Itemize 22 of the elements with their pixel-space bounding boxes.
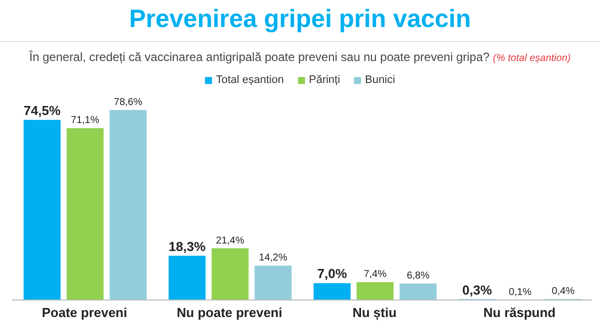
chart-subtitle: În general, credeți că vaccinarea antigripală poate preveni sau nu poate preveni gripa? xyxy=(29,50,490,64)
data-label: 7,4% xyxy=(364,269,387,280)
data-label: 7,0% xyxy=(317,266,348,282)
chart-title: Prevenirea gripei prin vaccin xyxy=(128,5,472,35)
x-tick-label: Nu poate preveni xyxy=(176,305,282,320)
data-label: 74,5% xyxy=(24,102,61,118)
legend-label: Bunici xyxy=(364,74,396,86)
data-label: 71,1% xyxy=(70,115,100,126)
data-label: 0,1% xyxy=(508,286,532,298)
x-tick-label: Nu răspund xyxy=(483,305,556,320)
data-label: 18,3% xyxy=(168,238,206,254)
legend-label: Părinți xyxy=(308,74,340,86)
data-label: 21,4% xyxy=(216,235,244,246)
data-label: 78,6% xyxy=(114,97,142,108)
x-tick-label: Poate preveni xyxy=(42,305,128,320)
legend-label: Total eșantion xyxy=(214,74,284,86)
x-tick-label: Nu știu xyxy=(352,305,397,322)
data-label: 14,2% xyxy=(258,252,288,264)
data-label: 0,4% xyxy=(552,286,575,298)
data-label: 0,3% xyxy=(462,282,492,298)
text: (% total eșantion) xyxy=(492,53,571,64)
data-label: 6,8% xyxy=(406,270,430,282)
